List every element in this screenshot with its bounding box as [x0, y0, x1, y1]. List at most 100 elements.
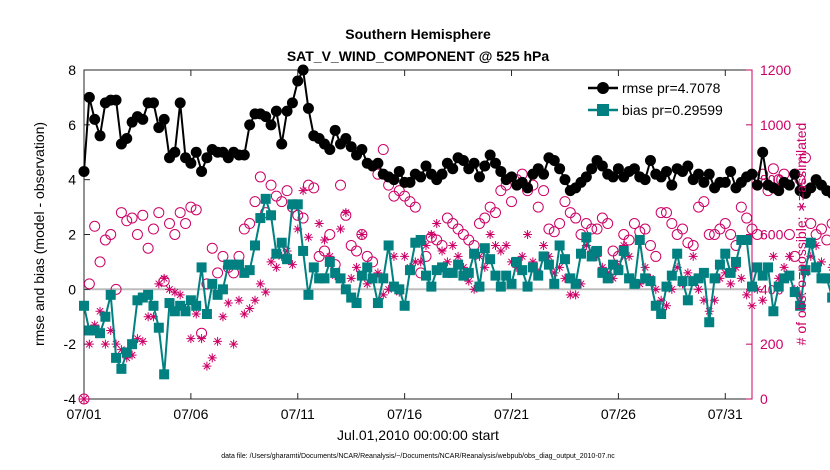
bias-point [763, 262, 774, 273]
rmse-point [372, 157, 384, 169]
obs-possible-point [628, 218, 640, 230]
obs-assimilated-point [587, 246, 597, 256]
obs-possible-point [137, 209, 149, 221]
rmse-point [586, 163, 598, 175]
bias-point [495, 281, 506, 292]
obs-possible-point [308, 182, 320, 194]
bias-point [586, 251, 597, 262]
obs-assimilated-point [79, 394, 89, 404]
obs-possible-point [799, 152, 811, 164]
rmse-point [276, 138, 288, 150]
obs-assimilated-point [159, 273, 169, 283]
rmse-point [121, 133, 133, 145]
y-tick-label: 2 [68, 227, 76, 243]
bias-point [84, 325, 95, 336]
legend-box [584, 76, 746, 124]
bias-point [89, 325, 100, 336]
bias-point [191, 300, 202, 311]
rmse-point [719, 176, 731, 188]
obs-assimilated-point [138, 336, 148, 346]
obs-assimilated-point [688, 251, 698, 261]
obs-assimilated-point [132, 334, 142, 344]
rmse-point [238, 149, 250, 161]
bias-point [485, 254, 496, 265]
bias-point [266, 210, 277, 221]
obs-assimilated-point [223, 298, 233, 308]
y-axis-right-label: # of obs: o=possible; ∗=assimilated [793, 123, 809, 346]
bias-point [95, 328, 106, 339]
obs-possible-point [666, 218, 678, 230]
bias-point [517, 265, 528, 276]
obs-possible-point [612, 250, 624, 262]
obs-assimilated-point [175, 290, 185, 300]
obs-possible-point [377, 144, 389, 156]
obs-possible-point [751, 229, 763, 240]
obs-possible-point [302, 179, 314, 191]
bias-point [127, 339, 138, 350]
bias-point [720, 248, 731, 259]
bias-point [805, 237, 816, 248]
obs-assimilated-point [378, 290, 388, 300]
obs-assimilated-point [293, 224, 303, 234]
obs-assimilated-point [651, 284, 661, 294]
rmse-point [548, 154, 560, 166]
obs-assimilated-point [603, 268, 613, 278]
rmse-point [660, 165, 672, 177]
obs-possible-point [826, 218, 830, 229]
rmse-point [292, 75, 304, 87]
rmse-point [388, 174, 400, 186]
bias-point [228, 259, 239, 270]
rmse-point [265, 119, 277, 131]
bias-point [608, 259, 619, 270]
obs-assimilated-point [704, 306, 714, 316]
obs-possible-point [324, 229, 336, 240]
obs-assimilated-point [774, 273, 784, 283]
obs-possible-point [142, 242, 154, 254]
obs-possible-point [725, 229, 737, 240]
rmse-point [302, 102, 314, 114]
obs-possible-point [249, 196, 261, 208]
bias-point [282, 254, 293, 265]
obs-possible-point [639, 223, 651, 235]
obs-possible-point [698, 196, 710, 208]
obs-assimilated-point [277, 251, 287, 261]
obs-possible-point [110, 283, 122, 295]
obs-assimilated-point [234, 295, 244, 305]
x-axis: 07/01 07/06 07/11 07/16 07/21 07/26 07/31 [66, 70, 743, 422]
rmse-point [826, 188, 830, 199]
bias-point [741, 234, 752, 245]
bias-point [404, 265, 415, 276]
obs-assimilated-point [608, 273, 618, 283]
obs-possible-point [367, 256, 379, 268]
bias-point [677, 276, 688, 287]
obs-assimilated-point [287, 260, 297, 270]
bias-point [159, 369, 170, 380]
obs-possible-point [164, 218, 176, 230]
bias-point [800, 265, 811, 276]
rmse-point [270, 105, 282, 117]
data-file-footnote: data file: /Users/gharamti/Documents/NCA… [221, 453, 615, 460]
bias-point [346, 292, 357, 303]
rmse-point [94, 130, 106, 142]
bias-point [602, 273, 613, 284]
obs-assimilated-point [90, 320, 100, 330]
bias-point [559, 254, 570, 265]
obs-assimilated-point [768, 251, 778, 261]
rmse-point [489, 157, 501, 169]
bias-point [575, 248, 586, 259]
obs-assimilated-point [384, 284, 394, 294]
obs-assimilated-point [640, 262, 650, 272]
obs-assimilated-point [715, 273, 725, 283]
obs-assimilated-point [453, 251, 463, 261]
rmse-point [506, 171, 518, 183]
obs-assimilated-point [726, 279, 736, 289]
obs-assimilated-point [154, 279, 164, 289]
obs-assimilated-point [694, 284, 704, 294]
rmse-point [559, 174, 571, 186]
obs-assimilated-point [458, 262, 468, 272]
obs-assimilated-point [480, 262, 490, 272]
bias-point [666, 270, 677, 281]
bias-point [549, 278, 560, 289]
chart-subtitle: SAT_V_WIND_COMPONENT @ 525 hPa [287, 48, 550, 64]
bias-point [704, 317, 715, 328]
